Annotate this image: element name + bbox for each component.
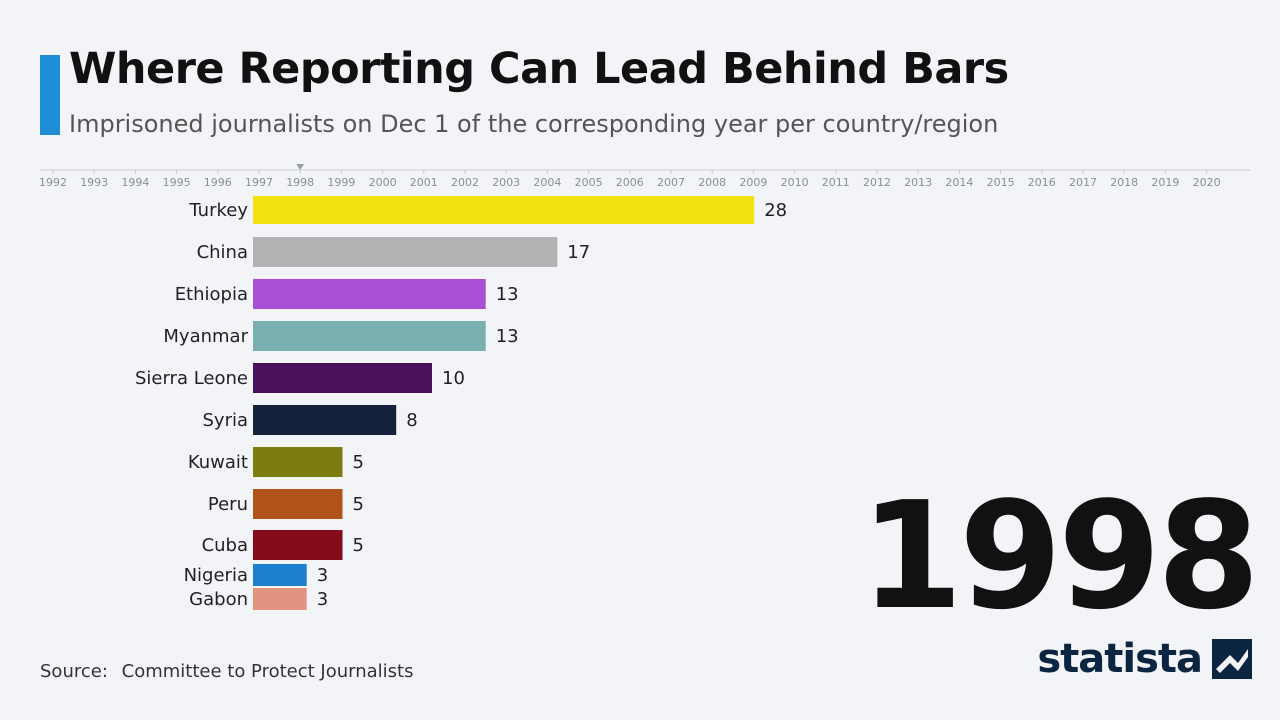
bar [253,237,558,267]
bar-category-label: Turkey [188,200,248,221]
timeline-year-label: 1993 [80,176,108,189]
timeline-year-label: 2006 [616,176,644,189]
bar [253,279,486,309]
timeline-current-marker [296,164,305,170]
title-accent-bar [40,55,60,135]
timeline-year-label: 2001 [410,176,438,189]
bar-value-label: 5 [353,494,364,515]
bar-value-label: 17 [567,242,590,263]
timeline-year-label: 2014 [945,176,973,189]
timeline-year-label: 2009 [739,176,767,189]
timeline-year-label: 2019 [1151,176,1179,189]
timeline-year-label: 1992 [39,176,67,189]
timeline-year-label: 2011 [822,176,850,189]
current-year-display: 1998 [860,470,1260,642]
chart-subtitle: Imprisoned journalists on Dec 1 of the c… [69,110,999,138]
bar-category-label: Syria [202,410,248,431]
timeline-year-label: 1995 [163,176,191,189]
bar [253,363,432,393]
bar-value-label: 13 [496,284,519,305]
bar [253,447,343,477]
timeline-year-label: 2003 [492,176,520,189]
source-text: Committee to Protect Journalists [121,661,414,682]
timeline-year-label: 2013 [904,176,932,189]
timeline-year-label: 2016 [1028,176,1056,189]
bar-category-label: China [197,242,248,263]
bar-value-label: 13 [496,326,519,347]
statista-logo-icon [1212,639,1252,679]
timeline-year-label: 1999 [327,176,355,189]
timeline-year-label: 2010 [781,176,809,189]
chart-title: Where Reporting Can Lead Behind Bars [69,44,1009,94]
bar-category-label: Nigeria [184,565,248,586]
timeline-year-label: 2015 [987,176,1015,189]
bar-value-label: 5 [353,535,364,556]
timeline-year-label: 1994 [121,176,149,189]
timeline-year-label: 2018 [1110,176,1138,189]
source-label: Source: [40,661,108,682]
bar-category-label: Sierra Leone [135,368,248,389]
bar-category-label: Cuba [202,535,248,556]
bar-value-label: 28 [764,200,787,221]
bar-chart: Turkey 28 China 17 Ethiopia 13 Myanmar 13 Sierra… [135,196,787,610]
year-timeline: 1992 1993 1994 1995 1996 1997 1998 1999 2000 2001… [39,164,1250,189]
bar-value-label: 10 [442,368,465,389]
bar-value-label: 3 [317,565,328,586]
bar [253,196,755,224]
bar-category-label: Gabon [189,589,248,610]
timeline-year-label: 2008 [698,176,726,189]
timeline-year-label: 2002 [451,176,479,189]
bar [253,588,307,610]
source-note: Source: Committee to Protect Journalists [40,661,413,682]
brand-wordmark: statista [1037,636,1203,682]
bar-category-label: Kuwait [188,452,248,473]
bar [253,321,486,351]
timeline-year-label: 2020 [1193,176,1221,189]
bar-value-label: 8 [406,410,417,431]
timeline-year-label: 2017 [1069,176,1097,189]
bar-value-label: 5 [353,452,364,473]
timeline-year-label: 2007 [657,176,685,189]
timeline-year-label: 2000 [369,176,397,189]
bar-value-label: 3 [317,589,328,610]
timeline-year-label: 2004 [533,176,561,189]
timeline-year-label: 1996 [204,176,232,189]
bar [253,405,397,435]
timeline-year-label: 1997 [245,176,273,189]
timeline-year-label: 1998 [286,176,314,189]
timeline-year-label: 2012 [863,176,891,189]
bar [253,489,343,519]
bar-category-label: Ethiopia [175,284,248,305]
bar-category-label: Myanmar [163,326,248,347]
bar [253,564,307,586]
bar-category-label: Peru [208,494,248,515]
statista-logo: statista [1037,634,1252,684]
bar [253,530,343,560]
timeline-year-label: 2005 [575,176,603,189]
